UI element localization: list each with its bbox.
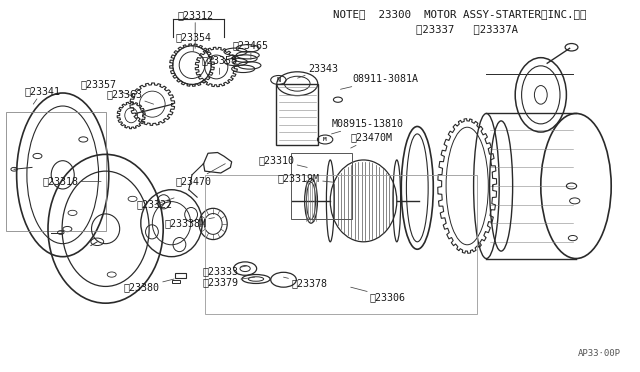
Text: AP33·00P: AP33·00P <box>578 349 621 358</box>
Text: ※23357: ※23357 <box>81 79 134 97</box>
Text: ※23318: ※23318 <box>42 177 101 186</box>
Text: ※23319M: ※23319M <box>278 174 334 183</box>
Text: ※23341: ※23341 <box>24 86 60 104</box>
Text: ※23358: ※23358 <box>202 55 237 74</box>
Text: M08915-13810: M08915-13810 <box>332 119 404 134</box>
Text: ※23306: ※23306 <box>351 287 406 302</box>
Text: ※23338M: ※23338M <box>164 218 214 228</box>
Bar <box>276 84 318 145</box>
Text: ※23337   ※23337A: ※23337 ※23337A <box>416 24 518 34</box>
Text: 08911-3081A: 08911-3081A <box>340 74 418 89</box>
Text: ※23378: ※23378 <box>284 277 327 288</box>
Text: 23343: 23343 <box>298 64 338 78</box>
Bar <box>172 280 180 283</box>
Text: ※23354: ※23354 <box>175 32 211 51</box>
Text: ※23379: ※23379 <box>202 277 255 287</box>
Text: ※23380: ※23380 <box>124 279 174 292</box>
Text: ※23465: ※23465 <box>233 41 269 60</box>
Text: NOTE；  23300  MOTOR ASSY-STARTER（INC.※）: NOTE； 23300 MOTOR ASSY-STARTER（INC.※） <box>333 9 586 19</box>
Bar <box>175 273 186 278</box>
Text: ※23312: ※23312 <box>177 10 213 48</box>
Bar <box>291 153 352 219</box>
Text: ※23333: ※23333 <box>202 266 246 276</box>
Text: ※23470: ※23470 <box>175 164 225 186</box>
Text: N: N <box>276 77 280 83</box>
Bar <box>6 112 106 231</box>
Text: ※23322: ※23322 <box>137 198 174 209</box>
Text: M: M <box>323 137 327 142</box>
Bar <box>205 175 477 314</box>
Text: ※23310: ※23310 <box>259 155 307 167</box>
Text: ※23363: ※23363 <box>106 89 154 104</box>
Text: ※23470M: ※23470M <box>351 133 393 148</box>
